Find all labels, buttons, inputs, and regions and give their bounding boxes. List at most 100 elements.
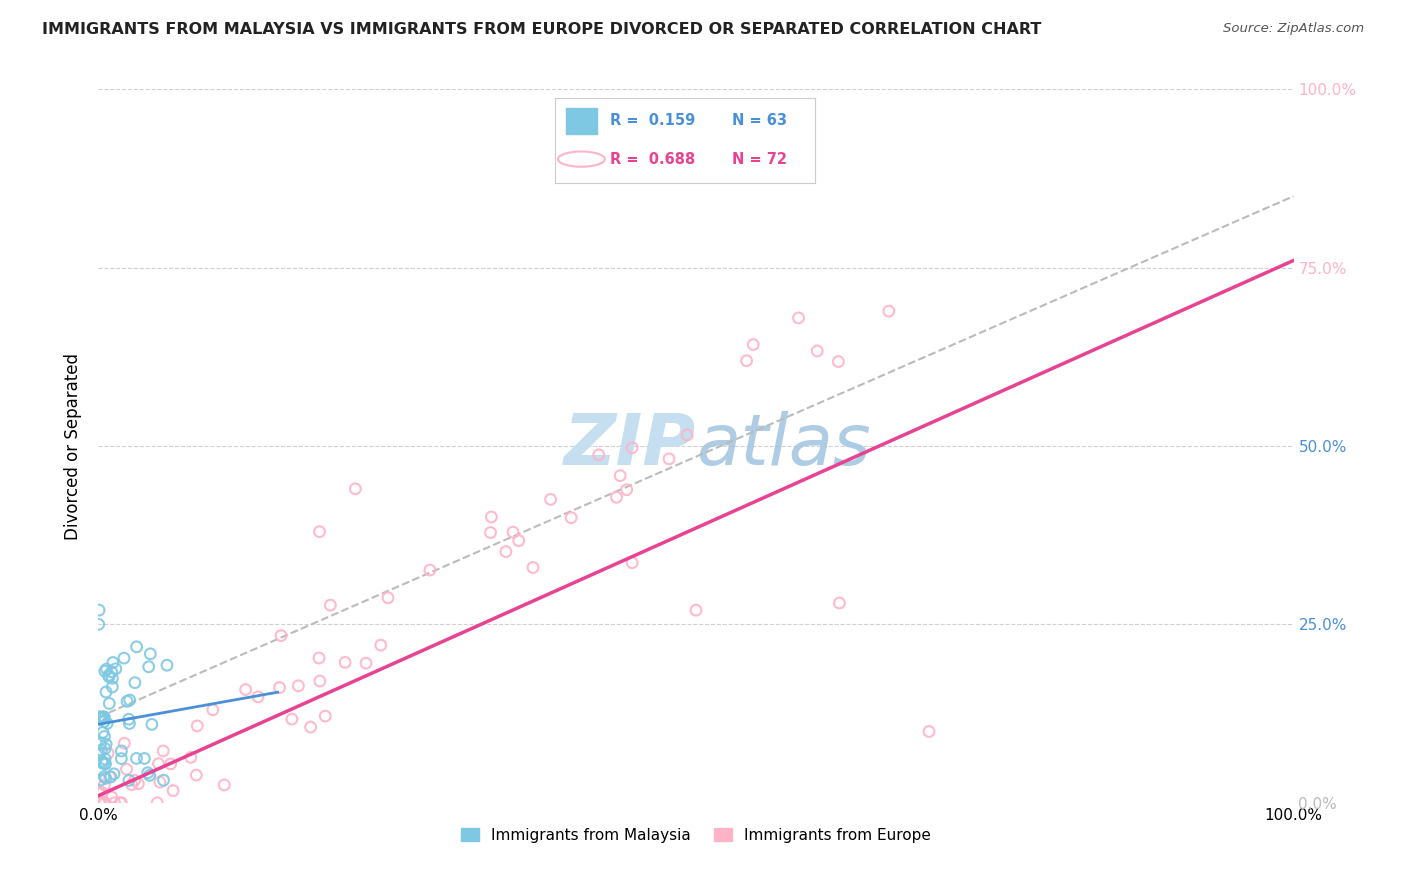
- Point: [96, 662, 118, 676]
- Point: [112, 651, 135, 665]
- Point: [115, 694, 138, 708]
- Point: [495, 544, 517, 558]
- Point: [287, 679, 309, 693]
- Point: [118, 693, 141, 707]
- Point: [90, 796, 112, 810]
- Point: [118, 773, 141, 788]
- Point: [100, 770, 122, 784]
- Point: [149, 775, 172, 789]
- Point: [89, 796, 111, 810]
- Point: [918, 724, 941, 739]
- Point: [91, 710, 114, 724]
- Text: R =  0.159: R = 0.159: [610, 113, 695, 128]
- Point: [90, 710, 112, 724]
- Point: [186, 768, 208, 782]
- Point: [180, 750, 202, 764]
- Point: [827, 354, 849, 368]
- Point: [110, 744, 132, 758]
- Point: [616, 483, 638, 497]
- Point: [319, 598, 342, 612]
- Point: [281, 712, 304, 726]
- Point: [127, 777, 149, 791]
- Point: [479, 510, 502, 524]
- Point: [201, 703, 224, 717]
- Point: [101, 671, 124, 685]
- Point: [125, 751, 148, 765]
- Point: [91, 710, 114, 724]
- Point: [735, 353, 758, 368]
- Point: [89, 710, 111, 724]
- Point: [828, 596, 851, 610]
- Point: [522, 560, 544, 574]
- Point: [93, 756, 115, 771]
- Point: [605, 490, 627, 504]
- Point: [148, 756, 170, 771]
- Point: [370, 638, 392, 652]
- Point: [104, 796, 127, 810]
- Point: [479, 525, 502, 540]
- Point: [139, 647, 162, 661]
- Point: [90, 743, 112, 757]
- Point: [94, 685, 117, 699]
- Point: [110, 796, 132, 810]
- Point: [89, 710, 111, 724]
- Point: [588, 448, 610, 462]
- Point: [98, 697, 121, 711]
- Point: [89, 785, 111, 799]
- Point: [91, 754, 114, 768]
- Point: [787, 310, 810, 325]
- Point: [540, 492, 562, 507]
- Point: [93, 714, 115, 729]
- Point: [90, 736, 112, 750]
- Point: [103, 767, 125, 781]
- Point: [104, 662, 127, 676]
- Point: [91, 710, 114, 724]
- Point: [806, 343, 828, 358]
- Point: [125, 640, 148, 654]
- Point: [94, 771, 117, 785]
- Point: [146, 796, 169, 810]
- Point: [309, 674, 332, 689]
- Point: [136, 765, 159, 780]
- Point: [877, 304, 900, 318]
- Point: [141, 717, 163, 731]
- Point: [621, 556, 644, 570]
- Point: [97, 746, 120, 760]
- Point: [508, 533, 530, 548]
- Point: [156, 658, 179, 673]
- Point: [314, 709, 336, 723]
- Text: Source: ZipAtlas.com: Source: ZipAtlas.com: [1223, 22, 1364, 36]
- Point: [93, 730, 115, 744]
- Point: [621, 441, 644, 455]
- Point: [676, 428, 699, 442]
- Point: [101, 680, 124, 694]
- Point: [98, 770, 121, 784]
- Point: [502, 525, 524, 540]
- Point: [354, 656, 377, 670]
- Point: [93, 778, 115, 792]
- Point: [90, 710, 112, 724]
- Text: IMMIGRANTS FROM MALAYSIA VS IMMIGRANTS FROM EUROPE DIVORCED OR SEPARATED CORRELA: IMMIGRANTS FROM MALAYSIA VS IMMIGRANTS F…: [42, 22, 1042, 37]
- Point: [658, 451, 681, 466]
- Point: [93, 796, 115, 810]
- Point: [91, 756, 114, 771]
- Point: [94, 752, 117, 766]
- Point: [269, 681, 291, 695]
- Point: [246, 690, 269, 704]
- Point: [308, 524, 330, 539]
- Point: [91, 786, 114, 800]
- Point: [112, 736, 135, 750]
- Legend: Immigrants from Malaysia, Immigrants from Europe: Immigrants from Malaysia, Immigrants fro…: [454, 822, 938, 848]
- Point: [101, 790, 124, 805]
- Point: [89, 747, 111, 762]
- Point: [96, 716, 118, 731]
- Point: [87, 617, 110, 632]
- Point: [93, 710, 115, 724]
- Point: [152, 773, 174, 788]
- Point: [98, 670, 121, 684]
- Point: [110, 751, 132, 765]
- Point: [94, 757, 117, 772]
- Y-axis label: Divorced or Separated: Divorced or Separated: [65, 352, 83, 540]
- Point: [118, 716, 141, 731]
- Point: [110, 796, 132, 810]
